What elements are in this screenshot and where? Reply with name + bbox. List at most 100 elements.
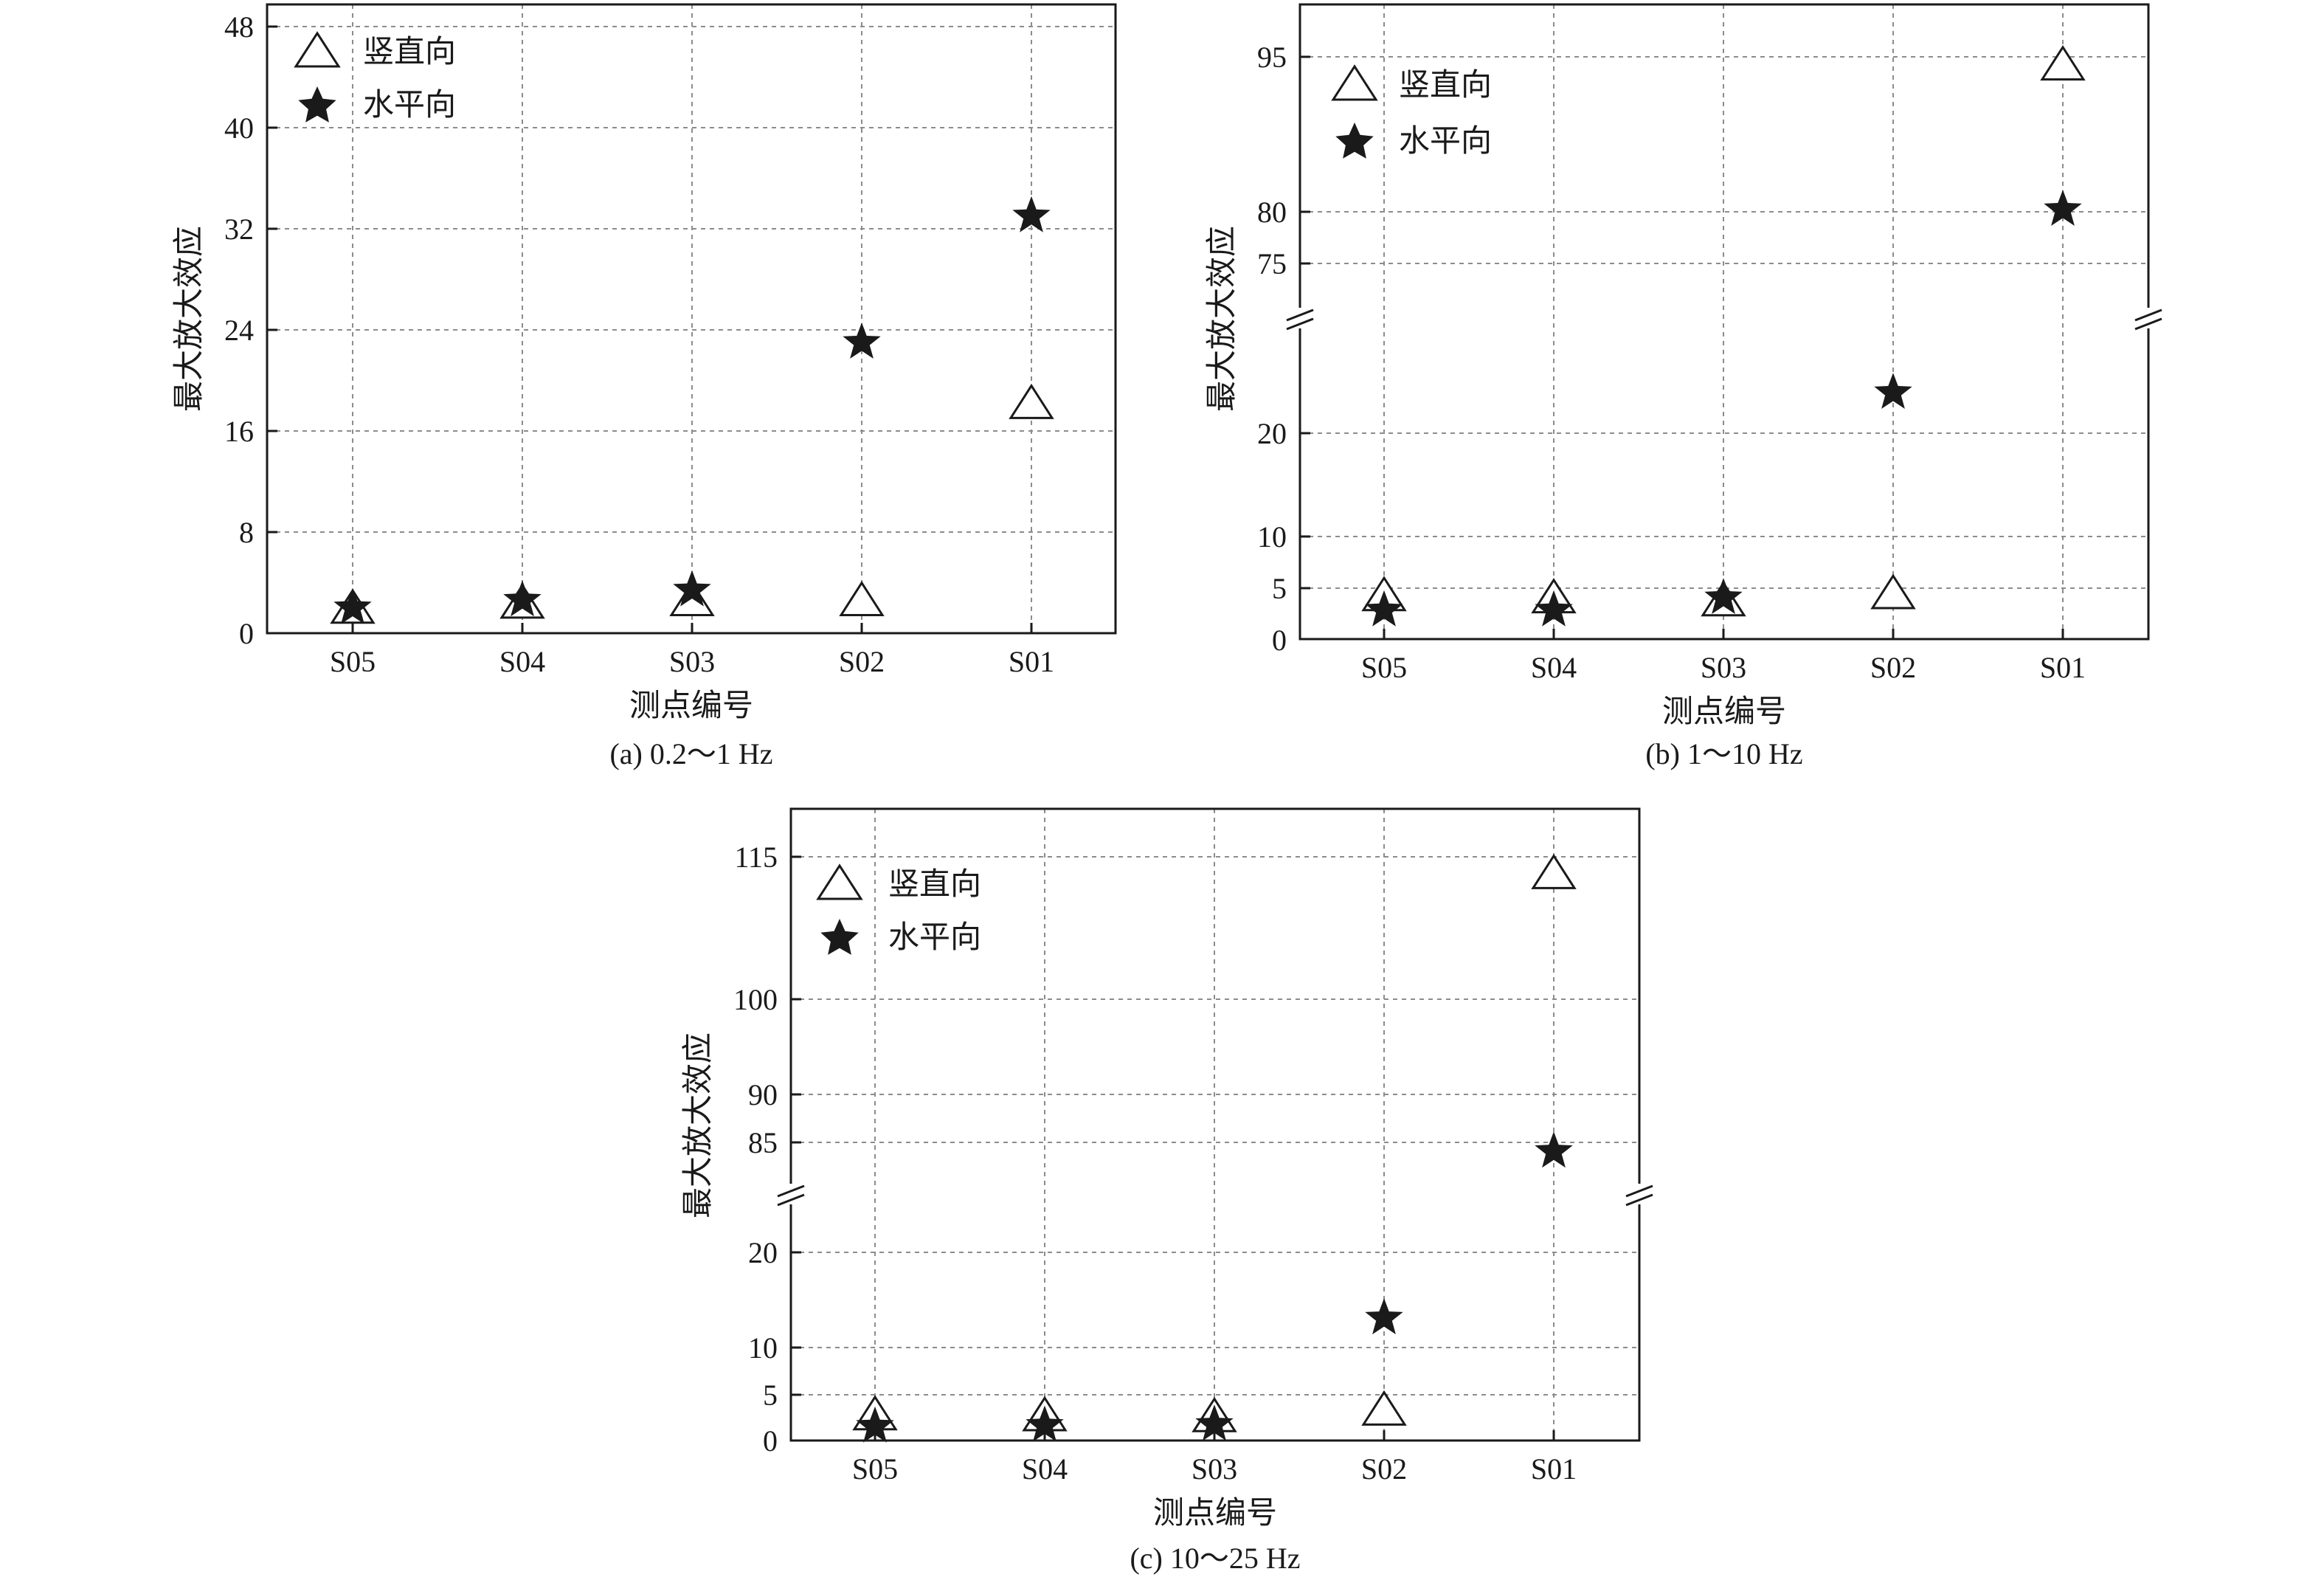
y-tick-label: 8 [239,516,254,549]
point-horizontal-S03 [673,570,711,607]
panel-c-x-axis-label: 测点编号 [1153,1494,1277,1531]
point-vertical-S02 [1361,1390,1407,1426]
point-horizontal-S03 [1195,1404,1234,1441]
panel-b-ticks [1300,55,2064,639]
x-tick-label: S02 [839,645,885,678]
y-tick-label: 40 [224,111,254,145]
point-vertical-S01 [1531,853,1577,889]
panel-b-legend: 竖直向 水平向 [1331,64,1492,159]
panel-b-axis-break [1286,308,2162,331]
panel-b-y-tick-labels: 0 5 10 20 75 80 95 [1257,41,1287,657]
point-horizontal-S04 [1535,590,1573,627]
x-tick-label: S02 [1870,651,1916,684]
point-horizontal-S02 [1874,373,1912,409]
panel-c-plot-frame [789,807,1641,1442]
x-tick-label: S05 [1361,651,1407,684]
point-vertical-S03 [669,581,715,616]
x-tick-label: S01 [1009,645,1054,678]
y-tick-label: 10 [748,1331,778,1365]
panel-a-legend: 竖直向 水平向 [294,31,456,123]
panel-c-y-axis-label: 最大放大效应 [679,1032,716,1218]
x-tick-label: S05 [852,1452,898,1486]
y-tick-label: 10 [1257,520,1287,553]
legend-triangle-icon [816,863,863,900]
y-tick-label: 75 [1257,247,1287,280]
panel-a-caption: (a) 0.2～1 Hz [609,737,772,770]
point-horizontal-S01 [1012,196,1051,232]
y-tick-label: 95 [1257,41,1287,74]
point-horizontal-S02 [843,322,881,359]
x-tick-label: S03 [1192,1452,1237,1486]
legend-label-horizontal: 水平向 [363,86,456,123]
y-tick-label: 48 [224,10,254,44]
x-tick-label: S01 [1531,1452,1577,1486]
panel-a-y-tick-labels: 0 8 16 24 32 40 48 [224,10,254,650]
point-horizontal-S04 [503,580,542,617]
point-vertical-S01 [2040,45,2086,81]
y-tick-label: 5 [1272,572,1287,605]
point-horizontal-S01 [1535,1131,1573,1168]
x-tick-label: S03 [1701,651,1746,684]
panel-a: 0 8 16 24 32 40 48 S05 S04 S03 S02 S01 测… [170,3,1117,770]
y-tick-label: 24 [224,314,254,347]
legend-star-icon [1335,123,1374,159]
panel-c-caption: (c) 10～25 Hz [1130,1542,1300,1575]
y-tick-label: 0 [239,617,254,650]
legend-star-icon [820,919,859,955]
legend-triangle-icon [294,31,341,68]
legend-label-horizontal: 水平向 [1399,123,1492,159]
panel-c: 0 5 10 20 85 90 100 115 S05 S04 S03 S02 … [679,807,1653,1575]
panel-b-x-axis-label: 测点编号 [1662,693,1786,729]
point-horizontal-S05 [1365,590,1403,627]
panel-a-marks [330,196,1054,624]
legend-star-icon [298,86,336,123]
legend-label-vertical: 竖直向 [1399,66,1492,103]
panel-c-legend: 竖直向 水平向 [816,863,981,955]
panel-c-axis-break [777,1184,1653,1207]
legend-label-vertical: 竖直向 [363,33,456,69]
y-tick-label: 0 [763,1424,778,1457]
point-horizontal-S05 [856,1406,894,1443]
point-horizontal-S01 [2044,190,2082,226]
panel-c-y-tick-labels: 0 5 10 20 85 90 100 115 [733,841,778,1457]
x-tick-label: S01 [2040,651,2086,684]
y-tick-label: 115 [734,841,778,874]
panel-b-y-axis-label: 最大放大效应 [1203,226,1239,412]
panel-c-grid [791,809,1639,1441]
point-horizontal-S02 [1365,1298,1403,1335]
x-tick-label: S02 [1361,1452,1407,1486]
point-vertical-S01 [1009,383,1054,419]
y-tick-label: 80 [1257,196,1287,229]
panel-a-ticks [267,25,1033,633]
y-tick-label: 20 [1257,417,1287,450]
panel-a-x-tick-labels: S05 S04 S03 S02 S01 [330,645,1054,678]
legend-label-horizontal: 水平向 [888,919,981,955]
y-tick-label: 100 [733,983,778,1016]
x-tick-label: S04 [499,645,545,678]
panel-a-grid [267,4,1116,633]
legend-triangle-icon [1331,64,1378,101]
y-tick-label: 85 [748,1126,778,1159]
y-tick-label: 32 [224,213,254,246]
panel-c-marks [852,853,1577,1443]
x-tick-label: S04 [1531,651,1577,684]
panel-b-marks [1361,45,2086,627]
y-tick-label: 90 [748,1078,778,1111]
point-horizontal-S03 [1704,578,1743,614]
y-tick-label: 5 [763,1379,778,1412]
x-tick-label: S04 [1022,1452,1068,1486]
panel-c-ticks [791,855,1555,1441]
x-tick-label: S05 [330,645,376,678]
y-tick-label: 16 [224,415,254,448]
y-tick-label: 20 [748,1236,778,1269]
panel-b-caption: (b) 1～10 Hz [1645,737,1802,770]
point-horizontal-S05 [333,587,372,624]
point-vertical-S02 [839,581,885,616]
panel-a-x-axis-label: 测点编号 [629,687,753,723]
panel-b-x-tick-labels: S05 S04 S03 S02 S01 [1361,651,2086,684]
panel-c-x-tick-labels: S05 S04 S03 S02 S01 [852,1452,1577,1486]
panel-a-y-axis-label: 最大放大效应 [170,226,207,412]
point-vertical-S02 [1870,573,1916,610]
legend-label-vertical: 竖直向 [888,866,981,902]
